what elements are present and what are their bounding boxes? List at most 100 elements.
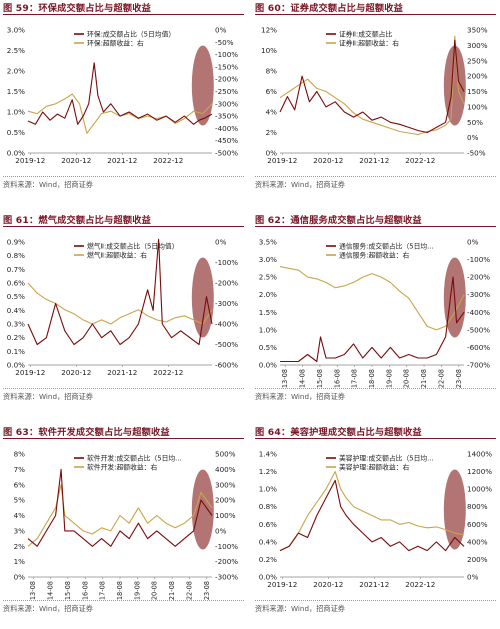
x-tick-label: 2022-12 xyxy=(153,156,183,165)
right-tick-label: -350% xyxy=(215,112,238,121)
series-line-excess xyxy=(279,35,465,136)
right-tick-label: 0% xyxy=(215,238,227,247)
right-tick-label: -200% xyxy=(215,279,238,288)
right-tick-label: 200% xyxy=(467,555,488,564)
series-line-excess xyxy=(27,484,213,547)
right-tick-label: -600% xyxy=(215,361,238,370)
left-tick-label: 1.5% xyxy=(259,308,277,317)
left-tick-label: 0.4% xyxy=(259,537,277,546)
line-chart: 0% 2% 4% 6% 8% 10% 12% -50% 0% 50% 100% 150% 200% 250… xyxy=(261,26,488,166)
left-tick-label: 0% xyxy=(14,573,26,582)
x-tick-label: 2019-12 xyxy=(267,580,297,589)
left-tick-label: 0.2% xyxy=(7,333,25,342)
line-chart: 0.0% 0.2% 0.4% 0.6% 0.8% 1.0% 1.2% 1.4% 0% 200% 40… xyxy=(259,450,493,590)
chart-source: 资料来源：Wind，招商证券 xyxy=(255,392,345,401)
right-tick-label: -500% xyxy=(215,340,238,349)
x-tick-label: 2019-12 xyxy=(15,368,45,377)
series-line-share xyxy=(27,238,213,346)
left-tick-label: 2.0% xyxy=(7,67,25,76)
right-tick-label: -150% xyxy=(215,62,238,71)
legend-label: 软件开发:超额收益：右 xyxy=(87,463,157,472)
legend-label: 美容护理:超额收益：右 xyxy=(339,463,409,472)
line-chart: 0.0% 0.5% 1.0% 1.5% 2.0% 2.5% 3.0% 0% -50% -100% -… xyxy=(7,26,239,166)
left-tick-label: 2% xyxy=(14,542,26,551)
right-tick-label: 100% xyxy=(467,102,488,111)
left-tick-label: 2.5% xyxy=(259,273,277,282)
left-tick-label: 2.0% xyxy=(259,290,277,299)
x-tick-label: 2022-12 xyxy=(405,156,435,165)
highlight-ellipse xyxy=(191,469,214,550)
source-divider xyxy=(3,176,244,177)
x-tick-label: 2021-08 xyxy=(420,369,428,388)
x-tick-label: 2022-12 xyxy=(153,368,183,377)
left-tick-label: 0.9% xyxy=(7,238,25,247)
chart-panel-64: 图 64：美容护理成交额占比与超额收益 0.0% 0.2% 0.4% 0.6% 0.8%… xyxy=(252,424,499,629)
left-tick-label: 1.0% xyxy=(259,325,277,334)
left-tick-label: 1.5% xyxy=(7,87,25,96)
x-tick-label: 2016-08 xyxy=(333,369,341,388)
right-tick-label: -100% xyxy=(215,50,238,59)
series-line-share xyxy=(279,39,465,134)
left-tick-label: 2.5% xyxy=(7,46,25,55)
right-tick-label: 500% xyxy=(215,450,236,459)
title-divider xyxy=(255,14,496,15)
legend-label: 燃气Ⅱ:成交额占比（5日均值） xyxy=(87,242,179,251)
source-divider xyxy=(255,388,496,389)
x-tick-label: 2020-12 xyxy=(313,580,343,589)
right-tick-label: 250% xyxy=(467,56,488,65)
right-tick-label: 200% xyxy=(467,72,488,81)
legend-label: 美容护理:成交额占比（5日均... xyxy=(339,454,434,463)
right-tick-label: -200% xyxy=(467,273,490,282)
x-tick-label: 2017-08 xyxy=(99,581,107,600)
right-tick-label: -400% xyxy=(215,124,238,133)
right-tick-label: 0% xyxy=(467,133,479,142)
right-tick-label: -250% xyxy=(215,87,238,96)
right-tick-label: 400% xyxy=(215,465,236,474)
right-tick-label: -300% xyxy=(215,99,238,108)
x-tick-label: 2015-08 xyxy=(316,369,324,388)
right-tick-label: 350% xyxy=(467,26,488,35)
legend-label: 软件开发:成交额占比（5日均... xyxy=(87,454,182,463)
source-divider xyxy=(255,600,496,601)
right-tick-label: -300% xyxy=(215,299,238,308)
x-tick-label: 2016-08 xyxy=(81,581,89,600)
chart-title: 图 59：环保成交额占比与超额收益 xyxy=(3,3,152,14)
x-tick-label: 2015-08 xyxy=(64,581,72,600)
series-line-share xyxy=(27,62,213,125)
source-divider xyxy=(3,600,244,601)
chart-source: 资料来源：Wind，招商证券 xyxy=(3,180,93,189)
left-tick-label: 0.5% xyxy=(7,292,25,301)
legend-label: 证券Ⅱ:成交额占比 xyxy=(339,30,392,39)
series-line-share xyxy=(279,479,465,552)
right-tick-label: 300% xyxy=(215,480,236,489)
legend-label: 环保:成交额占比（5日均值） xyxy=(87,30,175,39)
chart-panel-63: 图 63：软件开发成交额占比与超额收益 0% 1% 2% 3% 4% 5% 6% 7% 8% -3… xyxy=(0,424,247,629)
left-tick-label: 1% xyxy=(14,557,26,566)
legend-label: 通信服务:成交额占比（5日均... xyxy=(339,242,434,251)
right-tick-label: -50% xyxy=(467,149,486,158)
x-tick-label: 2019-12 xyxy=(15,156,45,165)
left-tick-label: 0.6% xyxy=(259,520,277,529)
chart-panel-62: 图 62：通信服务成交额占比与超额收益 0.0% 0.5% 1.0% 1.5% 2.0%… xyxy=(252,212,499,417)
title-divider xyxy=(3,226,244,227)
x-tick-label: 2019-12 xyxy=(267,156,297,165)
title-divider xyxy=(255,438,496,439)
right-tick-label: 100% xyxy=(215,511,236,520)
x-tick-label: 2020-12 xyxy=(61,368,91,377)
left-tick-label: 0.0% xyxy=(259,361,277,370)
series-line-excess xyxy=(279,266,465,331)
legend-label: 环保:超额收益：右 xyxy=(87,39,144,48)
x-tick-label: 2018-08 xyxy=(368,369,376,388)
right-tick-label: -400% xyxy=(467,308,490,317)
right-tick-label: -100% xyxy=(215,258,238,267)
left-tick-label: 3.5% xyxy=(259,238,277,247)
source-divider xyxy=(3,388,244,389)
x-tick-label: 2019-08 xyxy=(133,581,141,600)
right-tick-label: 1200% xyxy=(467,467,492,476)
chart-panel-59: 图 59：环保成交额占比与超额收益 0.0% 0.5% 1.0% 1.5% 2.0% 2.… xyxy=(0,0,247,205)
right-tick-label: -300% xyxy=(215,573,238,582)
left-tick-label: 1.0% xyxy=(7,108,25,117)
left-tick-label: 0.5% xyxy=(7,128,25,137)
left-tick-label: 0.4% xyxy=(7,306,25,315)
line-chart: 0.0% 0.5% 1.0% 1.5% 2.0% 2.5% 3.0% 3.5% -700% -60… xyxy=(259,238,491,389)
